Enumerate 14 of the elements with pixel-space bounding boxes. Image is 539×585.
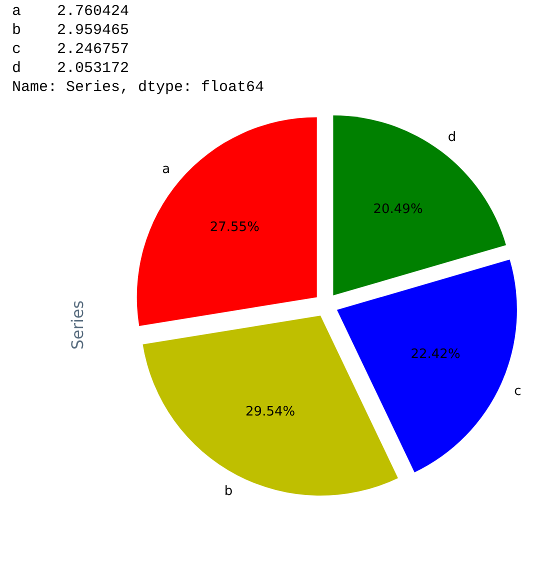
data-label: 27.55% — [210, 220, 260, 236]
text: b 2.959465 — [12, 21, 130, 40]
slice-label: b — [224, 484, 233, 500]
text: d 2.053172 — [12, 59, 130, 78]
data-label: 20.49% — [373, 202, 423, 218]
text: a 2.760424 — [12, 2, 130, 21]
text: Name: Series, dtype: float64 — [12, 78, 266, 97]
data-label: 22.42% — [410, 347, 460, 362]
data-label: 29.54% — [246, 404, 296, 420]
text: c 2.246757 — [12, 40, 130, 59]
slice-label: a — [162, 162, 170, 177]
slice-label: d — [448, 130, 456, 146]
text: Series — [68, 300, 87, 350]
slice-label: c — [514, 384, 522, 399]
